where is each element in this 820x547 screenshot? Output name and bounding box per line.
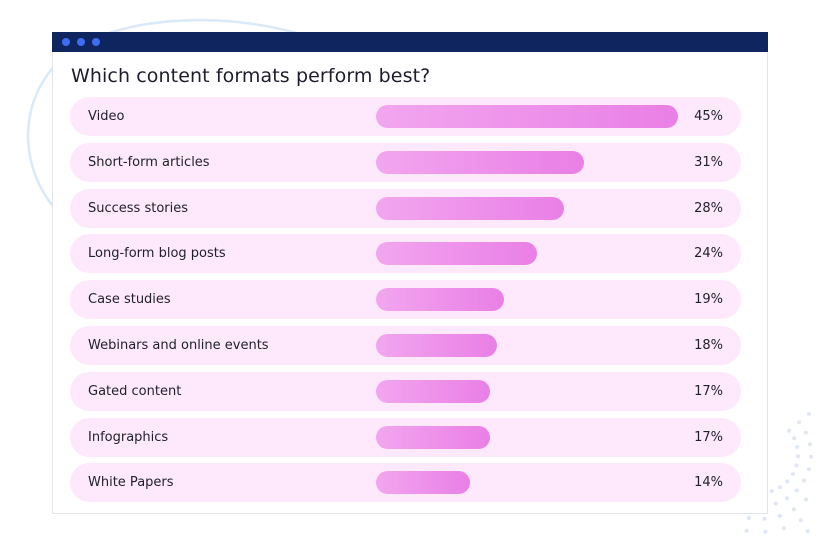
bar-track — [376, 196, 678, 220]
bar — [376, 150, 584, 174]
chart-row: White Papers 14% — [70, 463, 741, 503]
decorative-dot — [785, 496, 789, 501]
bar-track — [376, 425, 678, 449]
window-dot-icon — [92, 38, 100, 46]
value-label: 17% — [694, 383, 723, 399]
chart-row: Long-form blog posts 24% — [70, 234, 741, 274]
value-label: 18% — [694, 337, 723, 353]
chart-row: Short-form articles 31% — [70, 142, 741, 182]
category-label: Case studies — [88, 292, 171, 308]
decorative-dot — [805, 529, 810, 534]
decorative-dot — [804, 497, 808, 502]
decorative-dot — [795, 445, 800, 450]
bar-track — [376, 288, 678, 312]
bar — [376, 379, 490, 403]
window-titlebar — [52, 32, 768, 52]
window-dot-icon — [62, 38, 70, 46]
bar-track — [376, 150, 678, 174]
decorative-dot — [792, 436, 797, 441]
decorative-dot — [807, 442, 812, 447]
category-label: White Papers — [88, 475, 174, 491]
bar — [376, 196, 564, 220]
decorative-dot — [798, 518, 803, 523]
value-label: 45% — [694, 109, 723, 124]
category-label: Infographics — [88, 429, 169, 445]
bar — [376, 242, 537, 266]
chart-window: Which content formats perform best? Vide… — [52, 32, 768, 514]
decorative-dot — [802, 478, 807, 483]
decorative-dot — [763, 529, 768, 534]
bar-track — [376, 242, 678, 266]
window-dot-icon — [77, 38, 85, 46]
chart-row: Success stories 28% — [70, 188, 741, 228]
bar-rows: Video 45% Short-form articles 31% Success st… — [70, 97, 741, 509]
decorative-dot — [785, 479, 790, 484]
decorative-dot — [787, 428, 792, 433]
bar-track — [376, 105, 678, 128]
bar-track — [376, 471, 678, 495]
bar-track — [376, 333, 678, 357]
value-label: 19% — [694, 292, 723, 308]
decorative-dot — [790, 472, 795, 476]
chart-row: Video 45% — [70, 97, 741, 136]
category-label: Success stories — [88, 200, 189, 216]
bar — [376, 288, 504, 312]
bar — [376, 471, 470, 495]
chart-title: Which content formats perform best? — [71, 65, 431, 87]
decorative-dot — [797, 420, 802, 425]
decorative-dot — [807, 467, 811, 472]
decorative-dot — [746, 516, 751, 520]
decorative-dot — [794, 463, 799, 468]
value-label: 28% — [694, 200, 723, 216]
bar-track — [376, 379, 678, 403]
decorative-dot — [803, 430, 808, 435]
decorative-dot — [744, 528, 749, 533]
chart-row: Case studies 19% — [70, 280, 741, 320]
chart-row: Gated content 17% — [70, 371, 741, 411]
value-label: 31% — [694, 154, 723, 170]
chart-row: Webinars and online events 18% — [70, 325, 741, 365]
decorative-dot — [796, 454, 800, 459]
category-label: Webinars and online events — [88, 337, 269, 353]
category-label: Video — [88, 109, 125, 124]
decorative-dot — [777, 513, 782, 518]
decorative-dot — [769, 489, 774, 494]
decorative-dot — [794, 488, 799, 493]
decorative-dot — [807, 411, 811, 416]
decorative-dot — [778, 485, 783, 490]
decorative-dot — [781, 526, 786, 531]
category-label: Long-form blog posts — [88, 246, 226, 262]
decorative-dot — [791, 507, 796, 512]
bar — [376, 105, 678, 128]
bar — [376, 333, 497, 357]
category-label: Short-form articles — [88, 154, 210, 170]
value-label: 24% — [694, 246, 723, 262]
value-label: 14% — [694, 475, 723, 491]
decorative-dot — [809, 454, 813, 459]
category-label: Gated content — [88, 383, 182, 399]
bar — [376, 425, 490, 449]
decorative-dot — [773, 501, 778, 506]
chart-row: Infographics 17% — [70, 417, 741, 457]
value-label: 17% — [694, 429, 723, 445]
decorative-dot — [762, 516, 767, 521]
